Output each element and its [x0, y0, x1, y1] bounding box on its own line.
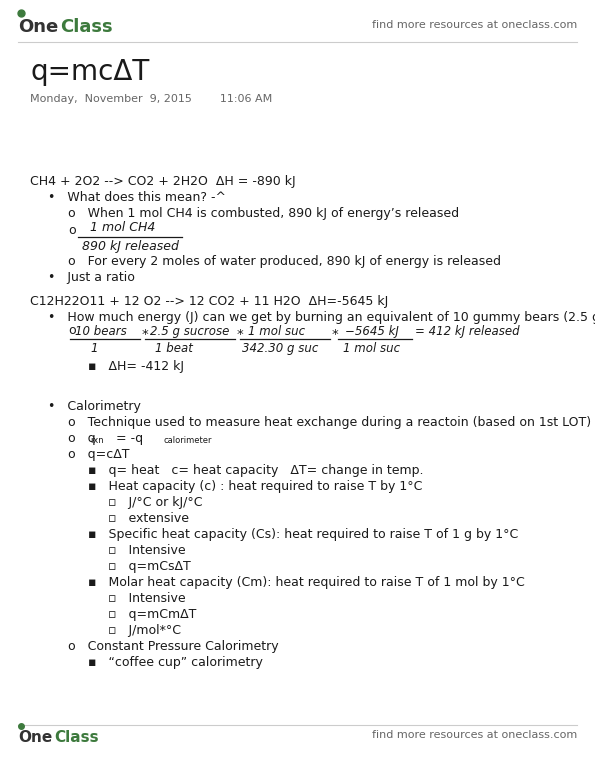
- Text: ▫   q=mCsΔT: ▫ q=mCsΔT: [108, 560, 191, 573]
- Text: ▪   “coffee cup” calorimetry: ▪ “coffee cup” calorimetry: [88, 656, 263, 669]
- Text: *: *: [142, 328, 149, 341]
- Text: = 412 kJ released: = 412 kJ released: [415, 325, 519, 338]
- Text: ▫   J/mol*°C: ▫ J/mol*°C: [108, 624, 181, 637]
- Text: C12H22O11 + 12 O2 --> 12 CO2 + 11 H2O  ΔH=-5645 kJ: C12H22O11 + 12 O2 --> 12 CO2 + 11 H2O ΔH…: [30, 295, 389, 308]
- Text: 1 mol CH4: 1 mol CH4: [90, 221, 155, 234]
- Text: 2.5 g sucrose: 2.5 g sucrose: [150, 325, 230, 338]
- Text: •   What does this mean? -^: • What does this mean? -^: [48, 191, 226, 204]
- Text: Class: Class: [60, 18, 112, 36]
- Text: o   q: o q: [68, 432, 96, 445]
- Text: find more resources at oneclass.com: find more resources at oneclass.com: [372, 20, 577, 30]
- Text: find more resources at oneclass.com: find more resources at oneclass.com: [372, 730, 577, 740]
- Text: 1 mol suc: 1 mol suc: [248, 325, 305, 338]
- Text: Class: Class: [54, 730, 99, 745]
- Text: 1 mol suc: 1 mol suc: [343, 342, 400, 355]
- Text: ▪   Molar heat capacity (Cm): heat required to raise T of 1 mol by 1°C: ▪ Molar heat capacity (Cm): heat require…: [88, 576, 525, 589]
- Text: o: o: [68, 324, 76, 337]
- Text: •   Just a ratio: • Just a ratio: [48, 271, 135, 284]
- Text: ▫   Intensive: ▫ Intensive: [108, 544, 186, 557]
- Text: 1 beat: 1 beat: [155, 342, 193, 355]
- Text: o   When 1 mol CH4 is combusted, 890 kJ of energy’s released: o When 1 mol CH4 is combusted, 890 kJ of…: [68, 207, 459, 220]
- Text: ▪   ΔH= -412 kJ: ▪ ΔH= -412 kJ: [88, 360, 184, 373]
- Text: −5645 kJ: −5645 kJ: [345, 325, 399, 338]
- Text: One: One: [18, 730, 52, 745]
- Text: ▫   extensive: ▫ extensive: [108, 512, 189, 525]
- Text: = -q: = -q: [112, 432, 143, 445]
- Text: ▪   Heat capacity (c) : heat required to raise T by 1°C: ▪ Heat capacity (c) : heat required to r…: [88, 480, 422, 493]
- Text: *: *: [237, 328, 244, 341]
- Text: 342.30 g suc: 342.30 g suc: [242, 342, 318, 355]
- Text: rxn: rxn: [90, 436, 104, 445]
- Text: ▪   Specific heat capacity (Cs): heat required to raise T of 1 g by 1°C: ▪ Specific heat capacity (Cs): heat requ…: [88, 528, 518, 541]
- Text: One: One: [18, 18, 58, 36]
- Text: q=mcΔT: q=mcΔT: [30, 58, 149, 86]
- Text: ▫   Intensive: ▫ Intensive: [108, 592, 186, 605]
- Text: calorimeter: calorimeter: [164, 436, 212, 445]
- Text: o: o: [68, 224, 76, 237]
- Text: •   How much energy (J) can we get by burning an equivalent of 10 gummy bears (2: • How much energy (J) can we get by burn…: [48, 311, 595, 324]
- Text: *: *: [332, 328, 339, 341]
- Text: ▫   q=mCmΔT: ▫ q=mCmΔT: [108, 608, 196, 621]
- Text: 10 bears: 10 bears: [75, 325, 127, 338]
- Text: 1: 1: [90, 342, 98, 355]
- Text: o   For every 2 moles of water produced, 890 kJ of energy is released: o For every 2 moles of water produced, 8…: [68, 255, 501, 268]
- Text: 890 kJ released: 890 kJ released: [82, 240, 179, 253]
- Text: ▫   J/°C or kJ/°C: ▫ J/°C or kJ/°C: [108, 496, 202, 509]
- Text: Monday,  November  9, 2015        11:06 AM: Monday, November 9, 2015 11:06 AM: [30, 94, 273, 104]
- Text: o   Constant Pressure Calorimetry: o Constant Pressure Calorimetry: [68, 640, 278, 653]
- Text: ▪   q= heat   c= heat capacity   ΔT= change in temp.: ▪ q= heat c= heat capacity ΔT= change in…: [88, 464, 424, 477]
- Text: o   q=cΔT: o q=cΔT: [68, 448, 130, 461]
- Text: CH4 + 2O2 --> CO2 + 2H2O  ΔH = -890 kJ: CH4 + 2O2 --> CO2 + 2H2O ΔH = -890 kJ: [30, 175, 296, 188]
- Text: •   Calorimetry: • Calorimetry: [48, 400, 141, 413]
- Text: o   Technique used to measure heat exchange during a reactoin (based on 1st LOT): o Technique used to measure heat exchang…: [68, 416, 591, 429]
